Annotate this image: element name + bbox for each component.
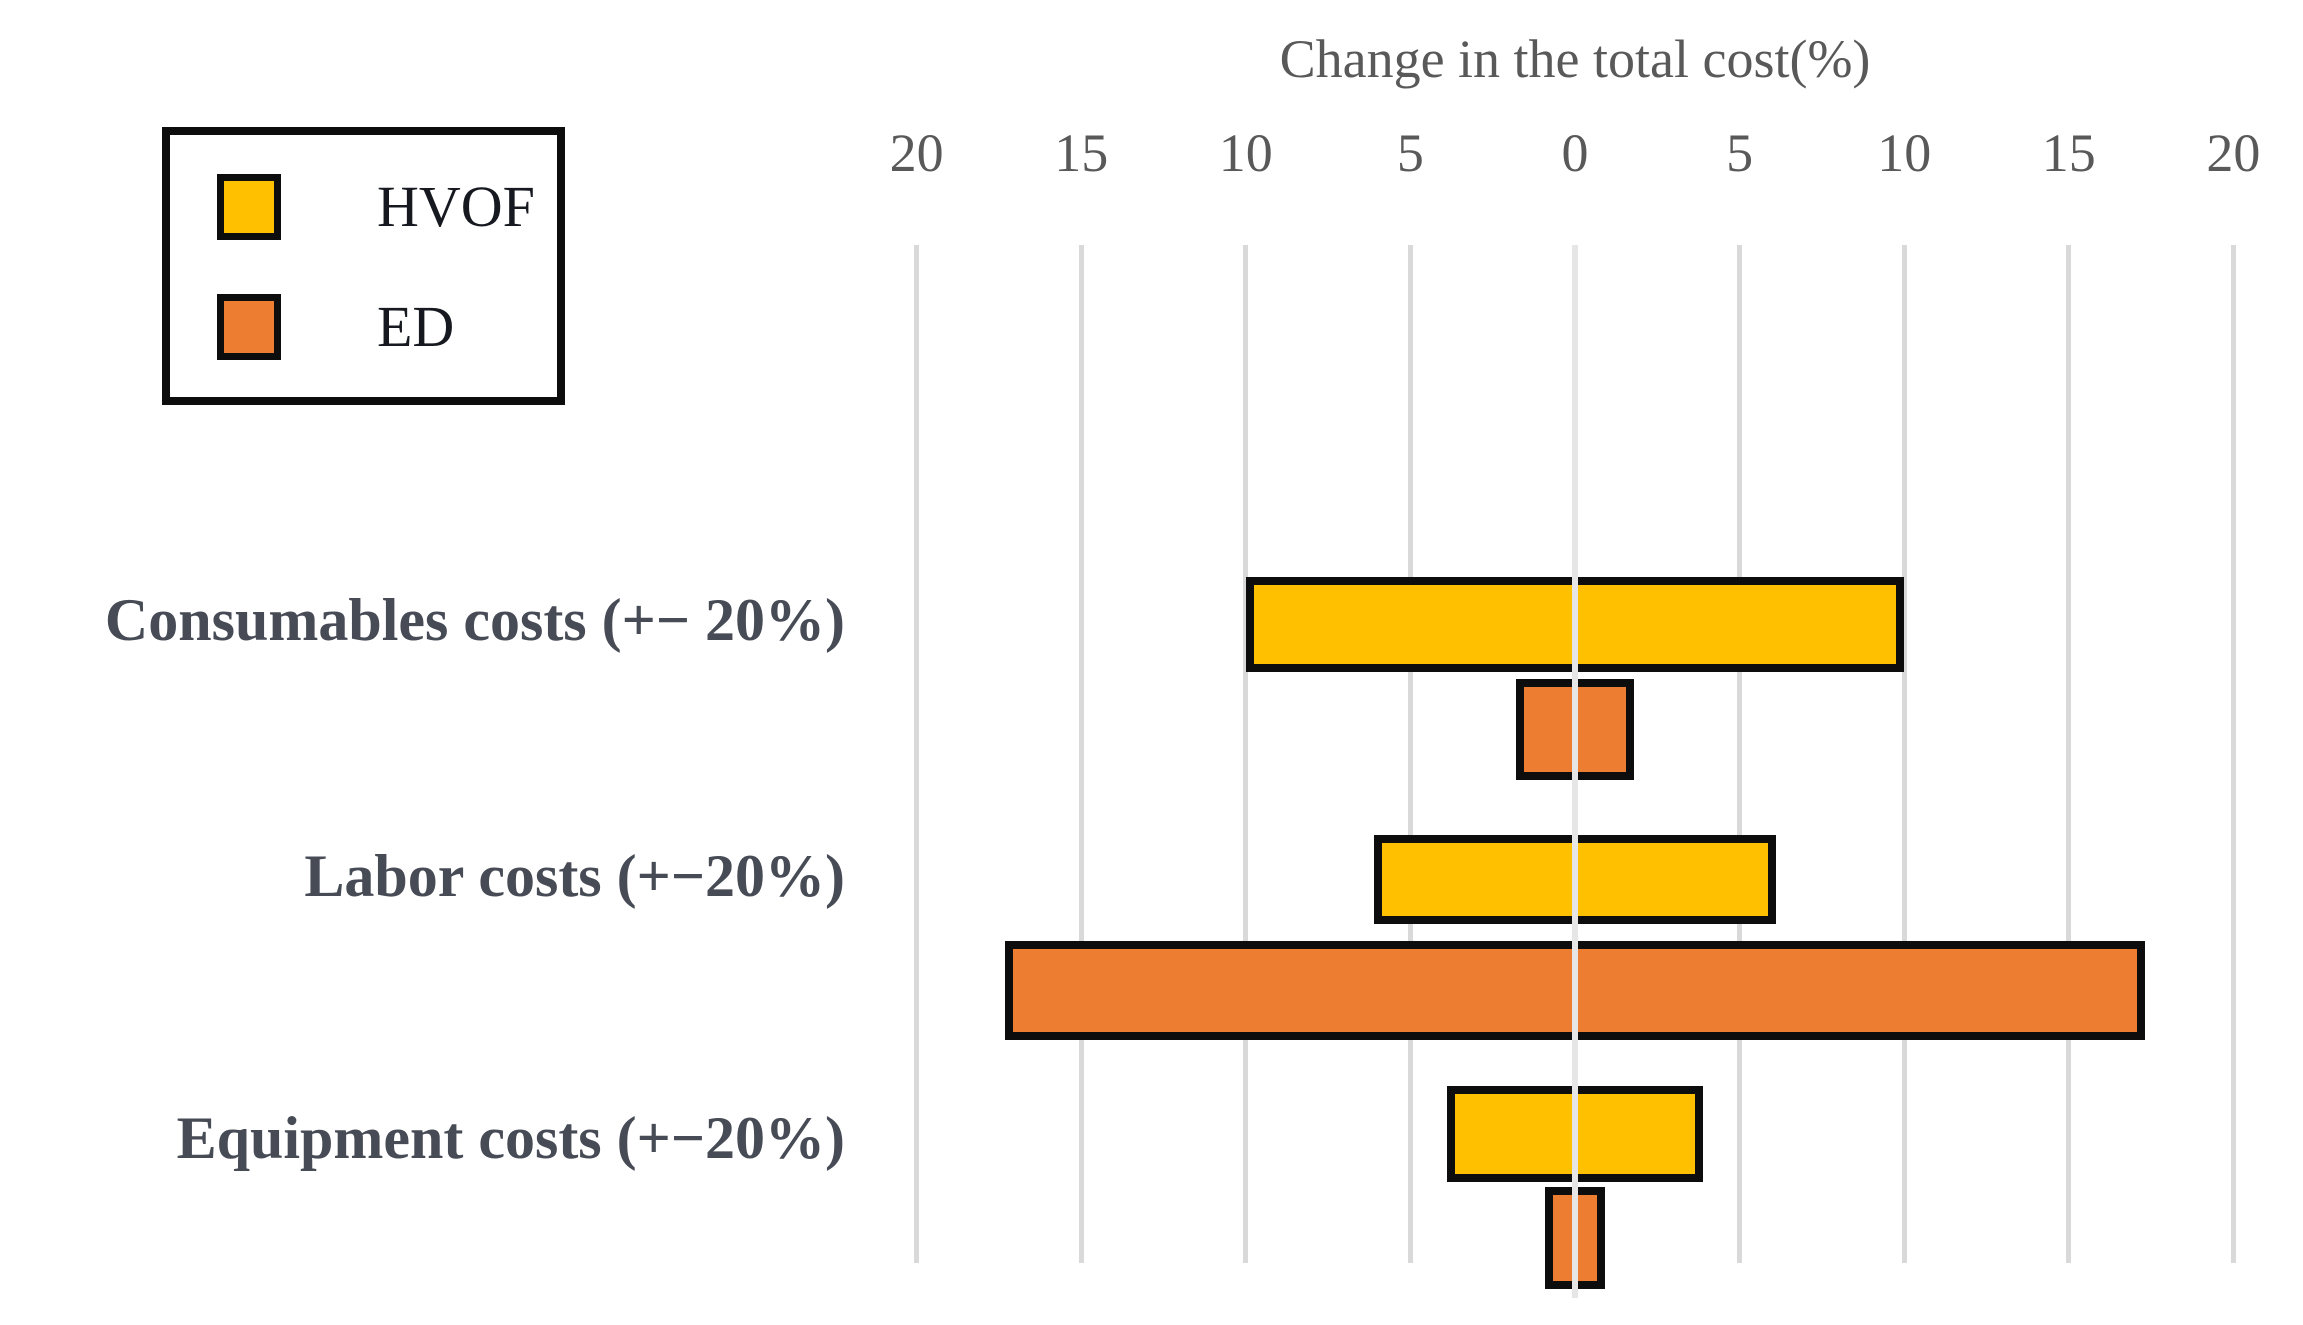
- legend-item-ed: ED: [217, 287, 454, 367]
- x-tick-label: 10: [1218, 123, 1273, 183]
- legend-label-ed: ED: [377, 294, 455, 359]
- gridline: [1407, 245, 1413, 1263]
- category-label: Equipment costs (+−20%): [176, 1105, 845, 1171]
- gridline: [2230, 245, 2236, 1263]
- chart-title: Change in the total cost(%): [1279, 29, 1871, 89]
- ed-swatch-icon: [217, 294, 281, 360]
- x-tick-label: 10: [1877, 123, 1932, 183]
- gridline: [1243, 245, 1249, 1263]
- gridline: [1737, 245, 1743, 1263]
- zero-gridline: [1572, 245, 1578, 1298]
- x-tick-label: 20: [889, 123, 944, 183]
- x-tick-label: 20: [2206, 123, 2261, 183]
- gridline: [1078, 245, 1084, 1263]
- hvof-swatch-icon: [217, 174, 281, 240]
- x-tick-label: 15: [1054, 123, 1109, 183]
- legend-item-hvof: HVOF: [217, 167, 535, 247]
- legend-label-hvof: HVOF: [377, 174, 535, 239]
- x-tick-label: 15: [2041, 123, 2096, 183]
- x-tick-label: 5: [1726, 123, 1754, 183]
- category-label: Labor costs (+−20%): [304, 843, 845, 909]
- category-label: Consumables costs (+− 20%): [104, 587, 845, 653]
- gridline: [2066, 245, 2072, 1263]
- x-tick-label: 0: [1561, 123, 1589, 183]
- legend: HVOF ED: [162, 127, 565, 405]
- gridline: [1901, 245, 1907, 1263]
- x-tick-label: 5: [1396, 123, 1424, 183]
- gridline: [914, 245, 920, 1263]
